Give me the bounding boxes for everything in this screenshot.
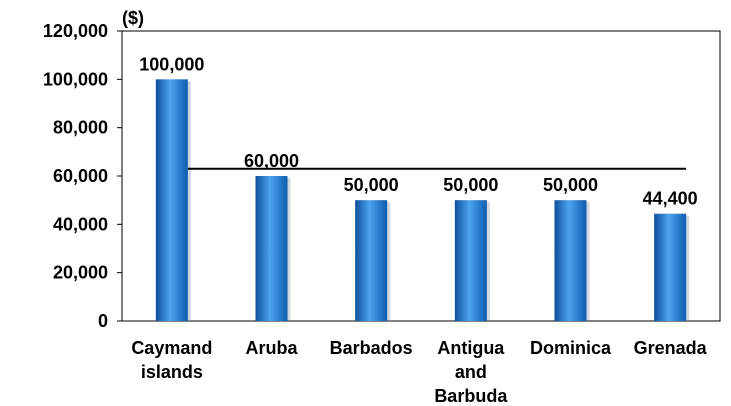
bar [255,176,288,321]
data-label: 50,000 [443,175,498,195]
bar [155,79,188,321]
data-label: 100,000 [139,54,204,74]
bar [654,213,687,321]
category-label: Grenada [634,338,708,358]
y-tick-label: 120,000 [43,21,108,41]
category-label: Dominica [530,338,612,358]
data-label: 44,400 [643,189,698,209]
bar [454,200,487,321]
category-label: Caymand [131,338,212,358]
category-label: Barbuda [434,386,508,406]
y-tick-label: 40,000 [53,214,108,234]
bar [554,200,587,321]
data-label: 50,000 [543,175,598,195]
category-label: Antigua [437,338,505,358]
y-tick-label: 20,000 [53,263,108,283]
plot-frame [121,30,721,322]
category-label: and [455,362,487,382]
y-tick-label: 60,000 [53,166,108,186]
plot-area: 0 20,000 40,000 60,000 80,000 100,000 120,000 1… [43,21,721,406]
data-label: 50,000 [344,175,399,195]
category-label: islands [141,362,203,382]
category-label: Barbados [330,338,413,358]
bar [355,200,388,321]
y-tick-label: 80,000 [53,118,108,138]
category-label: Aruba [245,338,298,358]
y-unit-label: ($) [122,8,144,28]
y-tick-label: 0 [98,311,108,331]
data-label: 60,000 [244,151,299,171]
y-tick-label: 100,000 [43,69,108,89]
